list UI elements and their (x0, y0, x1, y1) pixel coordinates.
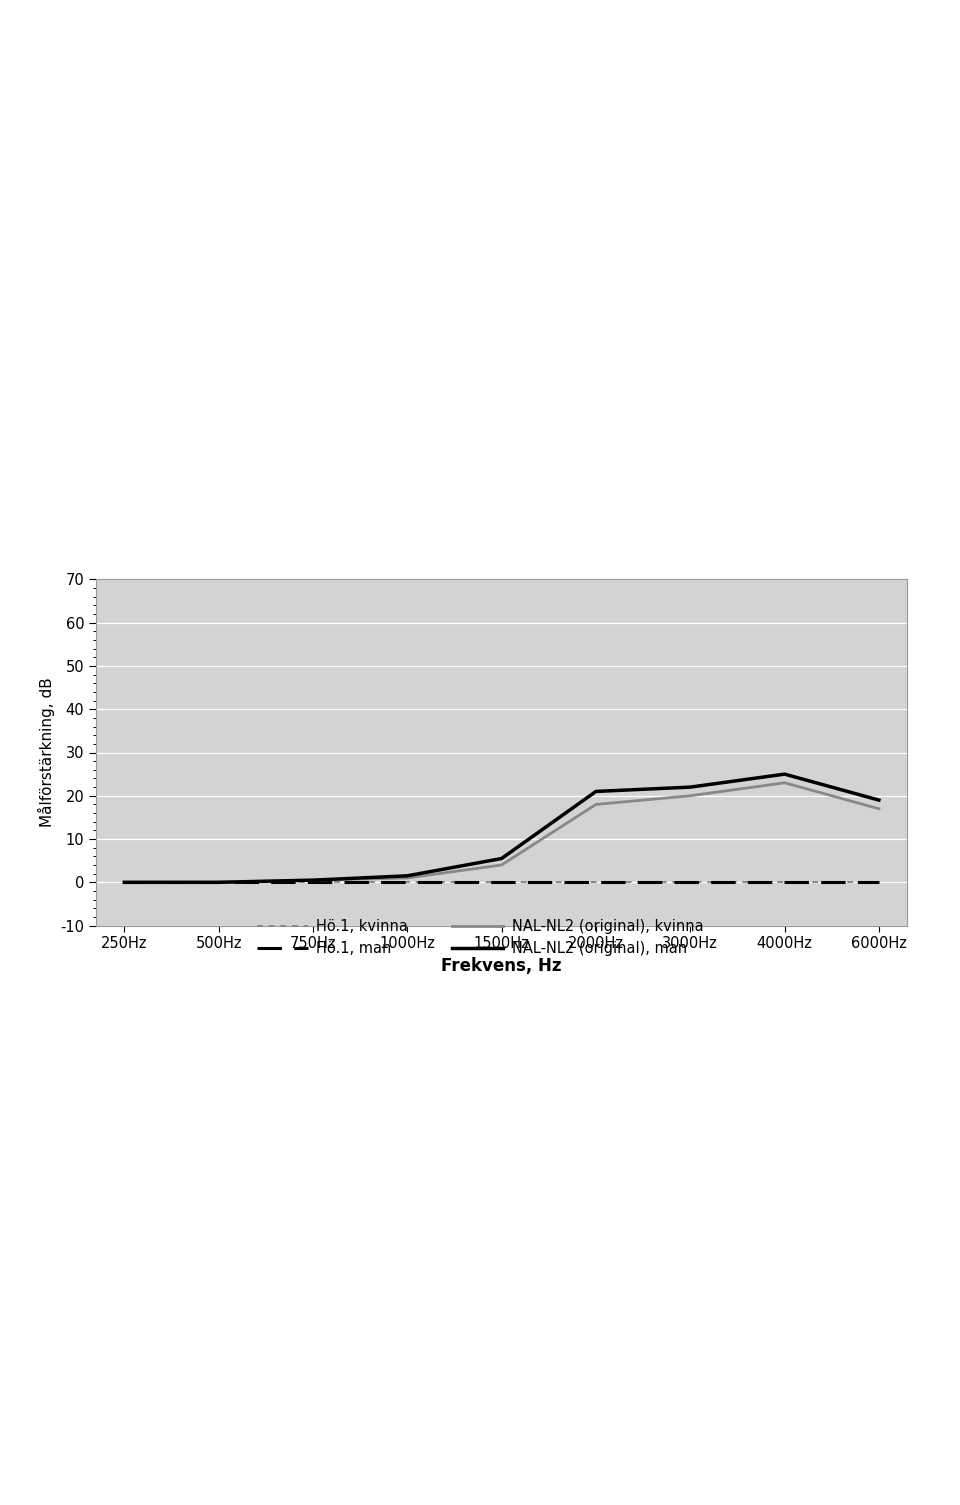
Hö.1, kvinna (590, 873, 602, 891)
NAL-NL2 (original), man (401, 867, 413, 885)
NAL-NL2 (original), man (495, 849, 507, 867)
NAL-NL2 (original), man (874, 792, 885, 810)
Hö.1, man (307, 873, 319, 891)
Hö.1, man (874, 873, 885, 891)
NAL-NL2 (original), man (590, 783, 602, 801)
Hö.1, man (684, 873, 696, 891)
NAL-NL2 (original), man (213, 873, 225, 891)
NAL-NL2 (original), man (307, 871, 319, 889)
Line: NAL-NL2 (original), kvinna: NAL-NL2 (original), kvinna (124, 783, 879, 882)
NAL-NL2 (original), kvinna (401, 868, 413, 886)
NAL-NL2 (original), kvinna (779, 774, 790, 792)
Legend: Hö.1, kvinna, Hö.1, man, NAL-NL2 (original), kvinna, NAL-NL2 (original), man: Hö.1, kvinna, Hö.1, man, NAL-NL2 (origin… (250, 912, 710, 963)
NAL-NL2 (original), kvinna (495, 856, 507, 874)
NAL-NL2 (original), kvinna (118, 873, 130, 891)
Hö.1, kvinna (874, 873, 885, 891)
Hö.1, man (495, 873, 507, 891)
NAL-NL2 (original), man (779, 765, 790, 783)
Hö.1, kvinna (495, 873, 507, 891)
NAL-NL2 (original), kvinna (307, 871, 319, 889)
Hö.1, man (779, 873, 790, 891)
NAL-NL2 (original), kvinna (684, 787, 696, 805)
Hö.1, kvinna (307, 873, 319, 891)
X-axis label: Frekvens, Hz: Frekvens, Hz (442, 957, 562, 975)
Y-axis label: Målförstärkning, dB: Målförstärkning, dB (37, 677, 55, 828)
NAL-NL2 (original), kvinna (874, 799, 885, 817)
Hö.1, kvinna (684, 873, 696, 891)
Hö.1, man (401, 873, 413, 891)
Hö.1, kvinna (118, 873, 130, 891)
Hö.1, kvinna (213, 873, 225, 891)
NAL-NL2 (original), man (118, 873, 130, 891)
Line: NAL-NL2 (original), man: NAL-NL2 (original), man (124, 774, 879, 882)
Hö.1, man (118, 873, 130, 891)
NAL-NL2 (original), man (684, 778, 696, 796)
NAL-NL2 (original), kvinna (590, 795, 602, 813)
Hö.1, kvinna (779, 873, 790, 891)
Hö.1, man (213, 873, 225, 891)
Hö.1, kvinna (401, 873, 413, 891)
Hö.1, man (590, 873, 602, 891)
NAL-NL2 (original), kvinna (213, 873, 225, 891)
